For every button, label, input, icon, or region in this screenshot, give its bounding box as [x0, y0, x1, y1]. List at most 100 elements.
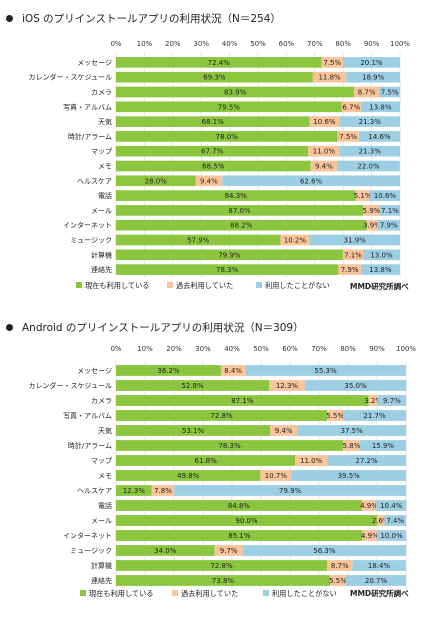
- bar-segment: [151, 485, 175, 496]
- category-label: メール: [91, 517, 112, 525]
- bar-segment: [342, 57, 400, 68]
- x-tick-label: 30%: [193, 40, 209, 48]
- data-label: 18.4%: [368, 562, 391, 570]
- category-label: 写真・アルバム: [63, 411, 112, 420]
- category-label: インターネット: [63, 221, 112, 230]
- bar-segment: [360, 264, 400, 275]
- bar-segment: [327, 560, 353, 571]
- data-label: 7.9%: [380, 222, 398, 230]
- android-stacked-bar-chart: 0% 10% 20% 30% 40% 50% 60% 70% 80% 90% 100% メッセージ 36…: [28, 345, 416, 598]
- category-label: メッセージ: [77, 59, 112, 67]
- data-label: 11.8%: [318, 74, 341, 82]
- data-label: 14.6%: [368, 133, 391, 141]
- data-label: 7.4%: [386, 517, 404, 525]
- data-label: 13.0%: [370, 251, 393, 259]
- bar-segment: [116, 101, 342, 113]
- category-label: 写真・アルバム: [63, 102, 112, 111]
- bar-segment: [116, 71, 313, 83]
- data-label: 72.4%: [208, 59, 231, 67]
- data-label: 28.0%: [145, 177, 168, 185]
- data-label: 9.4%: [200, 177, 218, 185]
- legend-label: 利用したことがない: [265, 281, 330, 290]
- data-label: 13.8%: [369, 103, 392, 111]
- x-tick-label: 40%: [224, 345, 240, 353]
- bar-segment: [116, 440, 344, 451]
- bar-segment: [368, 395, 378, 406]
- x-tick-label: 50%: [250, 40, 266, 48]
- category-label: ヘルスケア: [77, 487, 112, 495]
- bar-segment: [343, 410, 406, 421]
- bullet-icon: [6, 14, 13, 22]
- data-label: 10.6%: [374, 192, 397, 200]
- data-label: 18.9%: [362, 74, 385, 82]
- bar-segment: [321, 57, 343, 68]
- bar-segment: [352, 560, 406, 571]
- bar-segment: [337, 160, 400, 172]
- bar-segment: [116, 264, 339, 275]
- data-label: 8.7%: [358, 89, 376, 97]
- bar-segment: [222, 175, 400, 187]
- legend-label: 利用したことがない: [272, 589, 337, 598]
- data-label: 10.4%: [380, 502, 403, 510]
- bar-segment: [327, 410, 344, 421]
- bar-segment: [214, 545, 243, 556]
- x-tick-label: 40%: [222, 40, 238, 48]
- bar-segment: [116, 545, 215, 556]
- x-tick-label: 60%: [279, 40, 295, 48]
- android-chart-panel: Android のプリインストールアプリの利用状況（N＝309） 0% 10% 20…: [0, 310, 432, 620]
- bar-segment: [379, 205, 400, 216]
- data-label: 15.9%: [372, 442, 395, 450]
- x-tick-label: 80%: [335, 40, 351, 48]
- data-label: 56.3%: [313, 547, 336, 555]
- data-label: 78.0%: [216, 133, 239, 141]
- bar-segment: [384, 515, 406, 526]
- bar-segment: [116, 515, 377, 526]
- category-label: 連絡先: [91, 576, 112, 585]
- category-label: カメラ: [91, 89, 112, 97]
- data-label: 9.4%: [275, 427, 293, 435]
- legend-swatch: [76, 282, 82, 288]
- bar-segment: [116, 410, 328, 421]
- x-tick-label: 60%: [282, 345, 298, 353]
- data-label: 5.5%: [329, 577, 347, 585]
- bar-segment: [377, 530, 406, 541]
- data-label: 7.9%: [341, 266, 359, 274]
- legend-label: 現在も利用している: [89, 589, 153, 598]
- category-label: ミュージック: [70, 237, 112, 245]
- bar-segment: [195, 175, 223, 187]
- legend-label: 過去利用していた: [176, 281, 233, 290]
- bar-segment: [309, 116, 340, 127]
- bar-segment: [116, 190, 356, 201]
- bar-segment: [358, 131, 401, 142]
- bar-segment: [116, 160, 311, 172]
- bar-segment: [116, 455, 296, 466]
- data-label: 84.8%: [228, 502, 251, 510]
- bar-segment: [245, 365, 406, 376]
- data-label: 21.3%: [359, 148, 382, 156]
- bar-segment: [116, 500, 362, 511]
- data-label: 20.7%: [365, 577, 388, 585]
- legend-swatch: [256, 282, 262, 288]
- data-label: 10.7%: [265, 472, 288, 480]
- bar-segment: [116, 249, 343, 261]
- data-label: 69.3%: [203, 74, 226, 82]
- data-label: 79.5%: [218, 103, 241, 111]
- legend-label: 現在も利用している: [85, 281, 149, 290]
- data-label: 36.2%: [157, 367, 180, 375]
- data-label: 10.0%: [380, 532, 403, 540]
- bar-segment: [378, 86, 401, 98]
- bar-segment: [260, 470, 292, 481]
- bar-segment: [280, 234, 310, 246]
- data-label: 7.5%: [381, 89, 399, 97]
- data-label: 12.3%: [123, 487, 146, 495]
- bar-segment: [116, 57, 322, 68]
- data-label: 8.7%: [331, 562, 349, 570]
- x-tick-label: 0%: [110, 345, 121, 353]
- data-label: 5.9%: [363, 207, 381, 215]
- bar-segment: [376, 500, 407, 511]
- bar-segment: [377, 219, 400, 231]
- bar-segment: [339, 116, 400, 127]
- source-label: MMD研究所調べ: [350, 282, 409, 291]
- data-label: 11.0%: [313, 148, 336, 156]
- x-tick-label: 10%: [137, 345, 153, 353]
